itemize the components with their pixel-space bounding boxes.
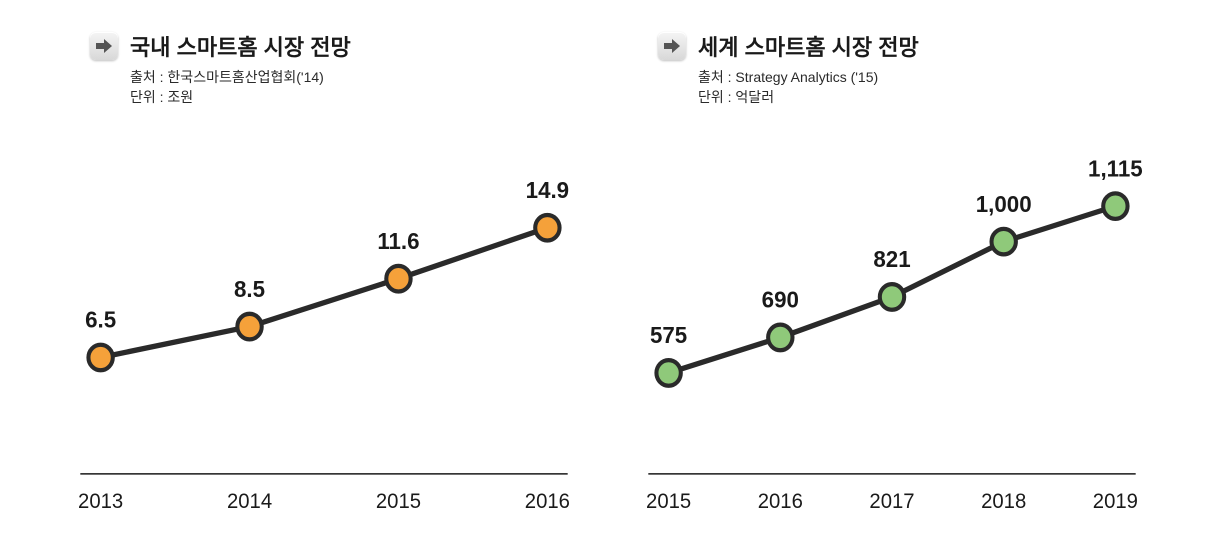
chart-x-tick: 2014 <box>227 490 272 514</box>
chart-marker <box>768 325 792 351</box>
chart-value-label: 1,115 <box>1088 155 1143 182</box>
chart-panel-global: 세계 스마트홈 시장 전망 출처 : Strategy Analytics ('… <box>628 30 1156 522</box>
chart-header: 국내 스마트홈 시장 전망 출처 : 한국스마트홈산업협회('14) 단위 : … <box>90 30 588 107</box>
chart-plot-global: 575 2015 690 2016 821 2017 1,000 2018 1,115 2019 <box>628 117 1156 522</box>
chart-marker <box>656 360 680 386</box>
chart-x-tick: 2016 <box>525 490 570 514</box>
chart-value-label: 6.5 <box>85 306 116 333</box>
chart-value-label: 690 <box>762 286 799 313</box>
chart-x-tick: 2015 <box>646 490 691 514</box>
chart-source: 출처 : Strategy Analytics ('15) <box>698 68 919 88</box>
chart-x-tick: 2019 <box>1093 490 1138 514</box>
chart-marker <box>535 215 559 241</box>
chart-value-label: 11.6 <box>377 228 419 255</box>
chart-title: 국내 스마트홈 시장 전망 <box>130 30 351 62</box>
chart-value-label: 575 <box>650 322 688 349</box>
chart-x-tick: 2013 <box>78 490 123 514</box>
chart-source: 출처 : 한국스마트홈산업협회('14) <box>130 68 351 88</box>
chart-marker <box>237 314 261 340</box>
chart-title-block: 세계 스마트홈 시장 전망 출처 : Strategy Analytics ('… <box>698 30 919 107</box>
chart-x-tick: 2017 <box>869 490 914 514</box>
chart-header: 세계 스마트홈 시장 전망 출처 : Strategy Analytics ('… <box>658 30 1156 107</box>
chart-unit: 단위 : 조원 <box>130 88 351 108</box>
chart-marker <box>386 266 410 292</box>
chart-panel-domestic: 국내 스마트홈 시장 전망 출처 : 한국스마트홈산업협회('14) 단위 : … <box>60 30 588 522</box>
chart-value-label: 14.9 <box>526 177 569 204</box>
arrow-right-icon <box>658 32 686 60</box>
chart-value-label: 821 <box>873 246 911 273</box>
chart-marker <box>1103 194 1127 220</box>
chart-title-block: 국내 스마트홈 시장 전망 출처 : 한국스마트홈산업협회('14) 단위 : … <box>130 30 351 107</box>
chart-x-tick: 2018 <box>981 490 1026 514</box>
chart-value-label: 8.5 <box>234 275 265 302</box>
charts-container: 국내 스마트홈 시장 전망 출처 : 한국스마트홈산업협회('14) 단위 : … <box>0 0 1216 552</box>
chart-x-tick: 2016 <box>758 490 803 514</box>
chart-unit: 단위 : 억달러 <box>698 88 919 108</box>
chart-title: 세계 스마트홈 시장 전망 <box>698 30 919 62</box>
chart-value-label: 1,000 <box>976 191 1032 218</box>
chart-plot-domestic: 6.5 2013 8.5 2014 11.6 2015 14.9 2016 <box>60 117 588 522</box>
chart-x-tick: 2015 <box>376 490 421 514</box>
chart-marker <box>880 284 904 310</box>
arrow-right-icon <box>90 32 118 60</box>
chart-marker <box>88 345 112 371</box>
chart-marker <box>992 229 1016 255</box>
